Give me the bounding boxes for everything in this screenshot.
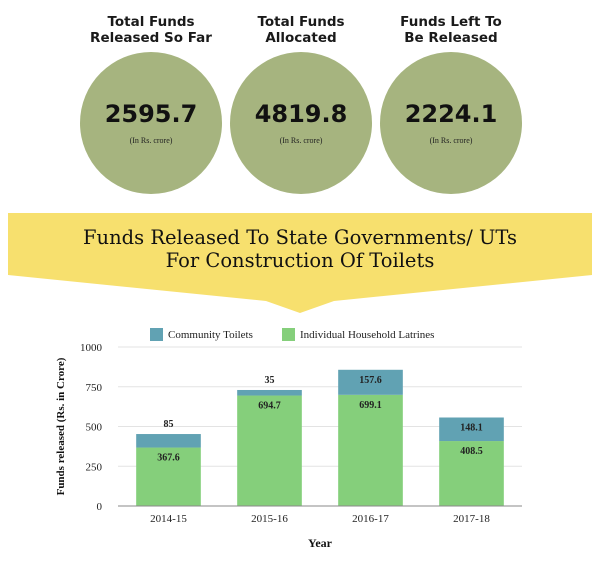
bar-segment [338, 369, 403, 395]
stat-title: Total Funds Released So Far [76, 14, 226, 48]
stat-funds-left: Funds Left To Be Released 2224.1 (In Rs.… [376, 0, 526, 194]
stat-unit: (In Rs. crore) [129, 136, 173, 145]
stat-value: 2595.7 [104, 100, 198, 128]
bar-segment [136, 434, 201, 448]
stat-unit: (In Rs. crore) [429, 136, 473, 145]
x-tick-label: 2016-17 [352, 513, 389, 525]
banner-title-line2: For Construction Of Toilets [165, 249, 435, 272]
x-tick-label: 2014-15 [150, 513, 187, 525]
legend-swatch [282, 328, 295, 341]
bar-segment [136, 447, 201, 506]
data-label: 367.6 [157, 453, 180, 464]
stat-title-line2: Be Released [404, 30, 498, 46]
bar-segment [439, 417, 504, 442]
banner-title-line1: Funds Released To State Governments/ UTs [83, 226, 517, 249]
stat-value: 4819.8 [254, 100, 348, 128]
data-label: 694.7 [258, 401, 281, 412]
stat-title: Total Funds Allocated [226, 14, 376, 48]
stat-title-line2: Allocated [265, 30, 337, 46]
y-axis-title: Funds released (Rs. in Crore) [55, 357, 67, 495]
stat-funds-allocated: Total Funds Allocated 4819.8 (In Rs. cro… [226, 0, 376, 194]
data-label: 699.1 [359, 400, 382, 411]
stat-circle: 2224.1 (In Rs. crore) [380, 52, 522, 194]
stat-title-line1: Funds Left To [400, 14, 502, 30]
data-label: 35 [265, 375, 275, 386]
legend-swatch [150, 328, 163, 341]
data-label: 408.5 [460, 446, 483, 457]
stat-funds-released: Total Funds Released So Far 2595.7 (In R… [76, 0, 226, 194]
y-tick-label: 500 [86, 422, 103, 434]
y-tick-label: 750 [86, 382, 103, 394]
y-tick-label: 1000 [80, 342, 103, 354]
stat-title-line1: Total Funds [107, 14, 195, 30]
banner-shape [8, 213, 592, 313]
stat-title: Funds Left To Be Released [376, 14, 526, 48]
bar-chart: 0 250 500 750 1000 367.6 85 2014-15 694.7 35 2015-… [55, 328, 522, 550]
y-tick-label: 250 [86, 461, 103, 473]
stat-circle: 4819.8 (In Rs. crore) [230, 52, 372, 194]
legend-label: Community Toilets [168, 329, 253, 341]
bar-segment [338, 394, 403, 506]
stat-value: 2224.1 [404, 100, 498, 128]
legend-label: Individual Household Latrines [300, 329, 434, 341]
data-label: 85 [164, 419, 174, 430]
bar-segment [439, 441, 504, 506]
bar-segment [237, 395, 302, 506]
y-tick-label: 0 [97, 501, 103, 513]
data-label: 157.6 [359, 375, 382, 386]
x-tick-label: 2015-16 [251, 513, 288, 525]
stat-title-line1: Total Funds [257, 14, 345, 30]
x-tick-label: 2017-18 [453, 513, 490, 525]
x-axis-title: Year [308, 536, 333, 550]
data-label: 148.1 [460, 423, 483, 434]
stat-circle: 2595.7 (In Rs. crore) [80, 52, 222, 194]
stat-title-line2: Released So Far [90, 30, 212, 46]
stat-unit: (In Rs. crore) [279, 136, 323, 145]
bar-segment [237, 389, 302, 396]
